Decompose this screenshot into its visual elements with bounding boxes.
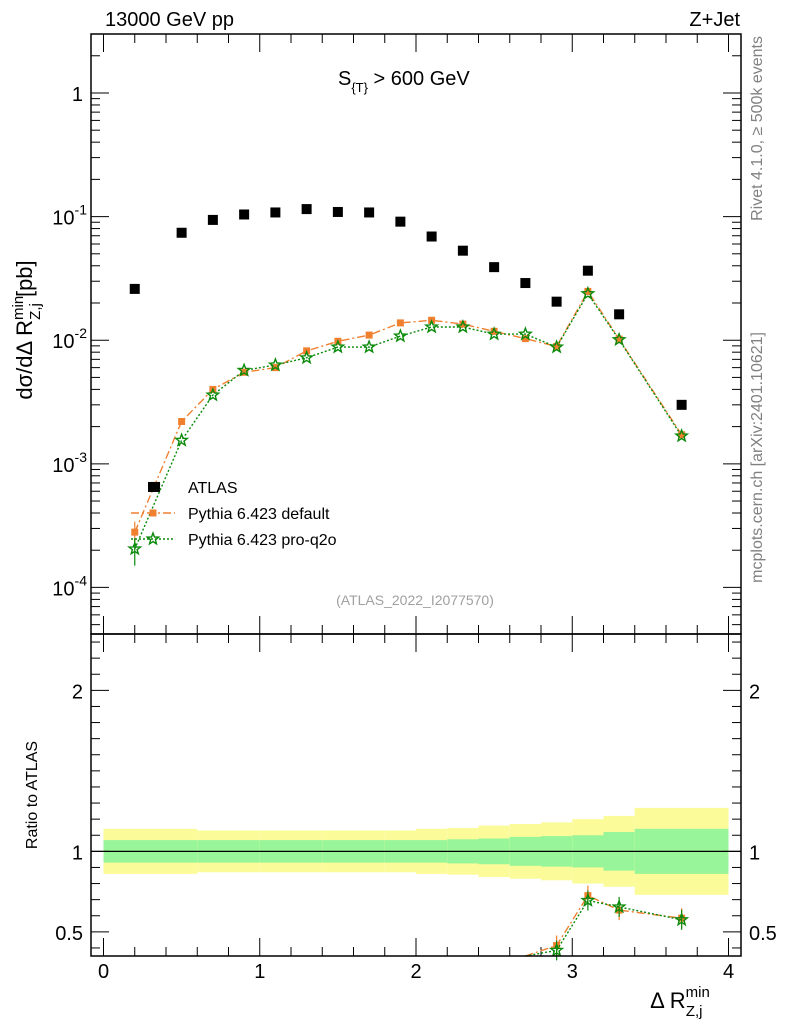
ratio-frame (90, 633, 742, 957)
proq2o-point (611, 331, 627, 347)
ratio-y-tick-label: 0.5 (749, 923, 777, 945)
atlas-point (364, 207, 375, 218)
atlas-point (239, 209, 250, 220)
main-ylabel: dσ/dΔ RminZ,j [pb] (10, 260, 44, 399)
proq2o-point (517, 326, 534, 341)
atlas-point (176, 227, 187, 238)
atlas-point (270, 207, 281, 218)
atlas-point (301, 204, 312, 215)
proq2o-point (267, 357, 284, 372)
proq2o-point (423, 319, 440, 334)
atlas-point (395, 216, 406, 227)
proq2o-point (486, 326, 502, 341)
proq2o-point (205, 387, 221, 402)
atlas-point (457, 245, 468, 256)
proq2o-point (455, 319, 471, 334)
x-tick-label: 4 (723, 961, 734, 983)
header-right: Z+Jet (689, 9, 740, 31)
ratio-default-line (525, 894, 682, 957)
atlas-point (520, 278, 531, 289)
proq2o-point (298, 349, 315, 365)
proq2o-point (548, 339, 565, 354)
default-point (678, 431, 686, 439)
legend-atlas-marker (148, 482, 158, 492)
atlas-point (332, 206, 343, 217)
mcplots-label: mcplots.cern.ch [arXiv:2401.10621] (749, 332, 766, 583)
header-left: 13000 GeV pp (105, 9, 234, 31)
legend-default-marker (149, 509, 157, 517)
proq2o-point (173, 432, 190, 447)
atlas-point (129, 283, 140, 294)
legend-label: Pythia 6.423 default (188, 506, 330, 523)
x-tick-label: 0 (98, 961, 109, 983)
atlas-point (582, 265, 593, 276)
atlas-point (676, 399, 687, 410)
atlas-point (426, 231, 437, 242)
atlas-point (551, 296, 562, 307)
xlabel: Δ Rmin Z,j (650, 984, 710, 1020)
svg-text:dσ/dΔ RminZ,j [pb]: dσ/dΔ RminZ,j [pb] (10, 260, 44, 399)
x-tick-label: 1 (254, 961, 265, 983)
default-point (584, 287, 592, 295)
atlas-point (614, 309, 625, 320)
ratio-y-tick-label: 0.5 (55, 923, 83, 945)
atlas-point (489, 262, 500, 273)
proq2o-point (361, 339, 377, 354)
ratio-ylabel: Ratio to ATLAS (24, 741, 41, 849)
proq2o-point (580, 285, 596, 301)
default-point (178, 417, 186, 425)
legend-label: ATLAS (188, 480, 238, 497)
default-point (615, 335, 623, 343)
atlas-point (207, 214, 218, 225)
proq2o-point (330, 339, 346, 354)
y-tick-label: 10-1 (52, 202, 87, 230)
proq2o-point (236, 362, 252, 377)
panel-label: S{T} > 600 GeV (338, 68, 470, 95)
rivet-label: Rivet 4.1.0, ≥ 500k events (749, 36, 766, 221)
default-point (521, 335, 529, 343)
x-tick-label: 2 (410, 961, 421, 983)
svg-text:S{T} > 600 GeV: S{T} > 600 GeV (338, 68, 470, 95)
ratio-proq2o-point (611, 898, 627, 914)
default-point (553, 342, 561, 350)
legend-label: Pythia 6.423 pro-q2o (188, 532, 337, 549)
x-tick-label: 3 (567, 961, 578, 983)
ratio-proq2o-point (548, 942, 565, 957)
default-point (365, 331, 373, 339)
default-point (490, 327, 498, 335)
ratio-y-tick-label: 1 (72, 842, 83, 864)
proq2o-point (673, 428, 690, 443)
analysis-id: (ATLAS_2022_I2077570) (336, 592, 494, 608)
ratio-proq2o-line (525, 899, 682, 957)
y-tick-label: 10-3 (52, 449, 87, 477)
ratio-y-tick-label: 2 (72, 681, 83, 703)
ratio-proq2o-point (580, 892, 596, 907)
ratio-y-tick-label: 1 (749, 842, 760, 864)
y-tick-label: 10-4 (52, 572, 87, 600)
proq2o-point (392, 328, 408, 343)
svg-text:Δ RminZ,j: Δ Rmin Z,j (650, 984, 710, 1020)
y-tick-label: 1 (72, 84, 83, 106)
ratio-y-tick-label: 2 (749, 681, 760, 703)
y-tick-label: 10-2 (52, 325, 87, 353)
default-point (396, 319, 404, 327)
legend-proq2o-marker (145, 531, 161, 546)
default-point (459, 320, 467, 328)
ratio-proq2o-point (674, 911, 690, 927)
